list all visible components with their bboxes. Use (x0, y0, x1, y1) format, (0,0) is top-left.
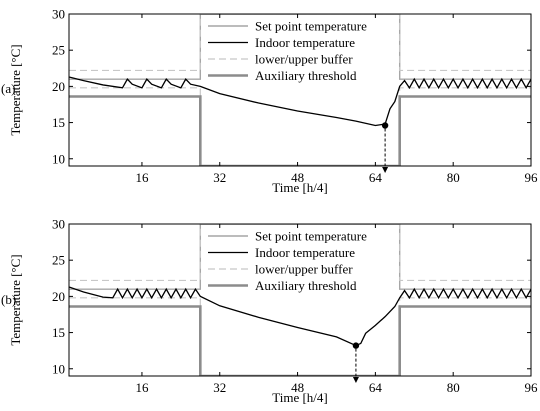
legend-label: lower/upper buffer (255, 52, 353, 67)
y-tick-label: 20 (52, 79, 65, 94)
chart-panel-b: 16 32 48 64 80 96 10 15 20 25 30 Time [h/4] Temperat… (1, 217, 538, 406)
series-line-indoor-temperature (69, 286, 531, 347)
x-tick-label: 80 (447, 170, 460, 185)
x-tick-label: 48 (291, 380, 304, 395)
series-line-upper-buffer (69, 14, 531, 72)
x-tick-label: 64 (369, 170, 383, 185)
series-line-indoor-temperature (69, 76, 531, 127)
series-group (69, 14, 531, 166)
chart-panel-a: 16 32 48 64 80 96 10 15 20 25 30 Time [h/4] Temperat… (1, 7, 538, 196)
y-tick-label: 10 (52, 151, 65, 166)
y-tick-label: 15 (52, 325, 65, 340)
series-line-auxiliary-threshold (69, 305, 531, 376)
x-tick-label: 48 (291, 170, 304, 185)
data-marker (352, 342, 360, 349)
legend-label: Set point temperature (255, 229, 367, 244)
arrow-head (382, 167, 389, 173)
x-tick-label: 64 (369, 380, 383, 395)
x-tick-label: 16 (135, 380, 149, 395)
x-tick-label: 96 (525, 380, 539, 395)
y-tick-label: 10 (52, 361, 65, 376)
legend-label: Auxiliary threshold (255, 68, 357, 83)
y-axis-label: Temperature [°C] (8, 254, 23, 345)
y-tick-label: 25 (52, 43, 65, 58)
arrow-head (352, 377, 359, 383)
y-tick-label: 15 (52, 115, 65, 130)
legend-label: Auxiliary threshold (255, 278, 357, 293)
y-tick-label: 20 (52, 289, 65, 304)
series-line-set-point-temperature (69, 224, 531, 290)
x-tick-label: 96 (525, 170, 539, 185)
x-axis-label: Time [h/4] (272, 390, 328, 405)
series-line-lower-buffer (69, 87, 531, 166)
legend-label: Indoor temperature (255, 35, 355, 50)
series-line-lower-buffer (69, 297, 531, 376)
panel-label: (b) (1, 292, 16, 307)
series-group (69, 224, 531, 376)
x-tick-label: 32 (213, 380, 226, 395)
legend-label: Indoor temperature (255, 245, 355, 260)
x-tick-label: 16 (135, 170, 149, 185)
series-line-set-point-temperature (69, 14, 531, 80)
series-line-auxiliary-threshold (69, 95, 531, 166)
y-axis-label: Temperature [°C] (8, 44, 23, 135)
panel-label: (a) (1, 81, 15, 96)
legend-label: Set point temperature (255, 19, 367, 34)
x-tick-label: 80 (447, 380, 460, 395)
y-tick-label: 30 (52, 7, 65, 22)
legend-label: lower/upper buffer (255, 262, 353, 277)
x-tick-label: 32 (213, 170, 226, 185)
y-tick-label: 25 (52, 253, 65, 268)
y-tick-label: 30 (52, 217, 65, 232)
axes-frame (68, 223, 532, 377)
x-axis-label: Time [h/4] (272, 180, 328, 195)
series-line-upper-buffer (69, 224, 531, 282)
data-marker (381, 122, 389, 129)
axes-frame (68, 13, 532, 167)
